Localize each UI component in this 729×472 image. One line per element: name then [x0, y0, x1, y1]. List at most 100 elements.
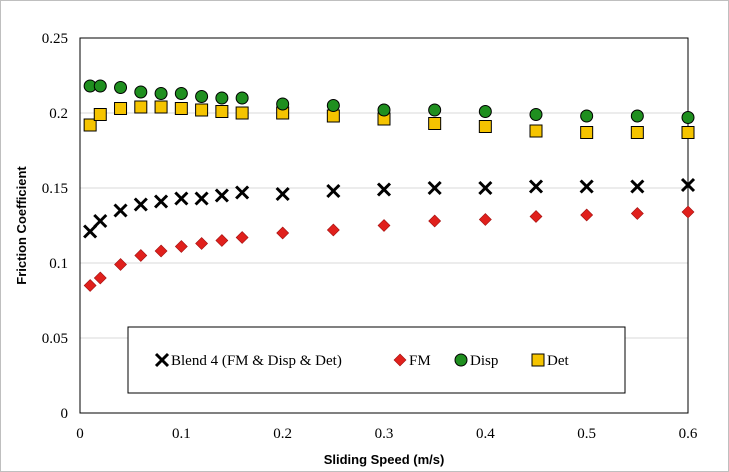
data-point [114, 102, 128, 115]
data-point-stroke-b [154, 194, 169, 209]
axes [79, 37, 689, 414]
data-point [276, 226, 290, 240]
legend: Blend 4 (FM & Disp & Det) FM Disp Det [127, 326, 626, 394]
y-tick-label: 0.05 [42, 331, 68, 347]
data-point [174, 240, 188, 253]
data-point [93, 213, 108, 229]
data-point [235, 231, 249, 244]
x-tick-label: 0.4 [476, 426, 495, 442]
data-point [326, 223, 340, 237]
data-point [235, 106, 249, 120]
data-point-stroke-b [427, 180, 442, 196]
data-point [114, 258, 127, 271]
data-point [215, 105, 229, 118]
data-point [579, 179, 594, 194]
data-point [681, 111, 695, 124]
data-point [195, 90, 209, 103]
data-point [114, 81, 128, 94]
data-point-stroke-b [326, 183, 341, 199]
y-tick-label: 0.25 [42, 31, 68, 47]
data-point [528, 179, 544, 194]
y-tick-label: 0.2 [49, 106, 68, 122]
data-point [377, 219, 391, 232]
x-tick-label: 0.1 [172, 426, 191, 442]
x-tick-label: 0 [76, 426, 84, 442]
y-tick-label: 0.1 [49, 256, 68, 272]
data-point-stroke-b [235, 185, 250, 200]
data-point-stroke-b [214, 188, 229, 203]
data-point [83, 224, 98, 239]
legend-label: FM [409, 353, 431, 369]
data-point-stroke-b [133, 197, 148, 212]
x-tick-label: 0.3 [375, 426, 394, 442]
data-point-stroke-b [83, 224, 98, 239]
data-point [174, 191, 189, 206]
data-point [428, 117, 442, 130]
data-point [235, 185, 250, 200]
data-point [478, 120, 492, 133]
data-point [478, 105, 492, 118]
data-point [235, 91, 249, 105]
data-point [680, 177, 696, 193]
x-tick-label: 0.5 [577, 426, 596, 442]
data-point-stroke-b [113, 203, 128, 218]
data-point [377, 103, 391, 117]
data-point-stroke-b [194, 191, 209, 206]
data-point [326, 183, 341, 199]
data-point [427, 180, 442, 196]
data-point [134, 249, 148, 262]
x-tick-labels: 0 0.1 0.2 0.3 0.4 0.5 0.6 [76, 426, 698, 442]
legend-label: Det [547, 353, 569, 369]
x-axis-title: Sliding Speed (m/s) [324, 452, 445, 467]
data-point [133, 197, 148, 212]
data-point-stroke-b [174, 191, 189, 206]
data-point [154, 244, 168, 258]
x-tick-label: 0.2 [273, 426, 292, 442]
data-point [83, 279, 97, 292]
data-point-stroke-b [478, 180, 493, 196]
legend-marker-stroke-b [154, 352, 170, 368]
data-point [214, 188, 229, 203]
data-point [174, 102, 188, 115]
data-point [681, 205, 695, 219]
data-point [195, 103, 209, 117]
data-point [154, 100, 168, 114]
data-point [580, 109, 594, 123]
data-point [93, 79, 107, 93]
data-point [154, 194, 169, 209]
plot-area-border [79, 37, 689, 414]
data-point [630, 179, 645, 194]
data-point [630, 126, 644, 139]
data-point [630, 207, 644, 220]
data-point [478, 180, 493, 196]
legend-marker [531, 353, 545, 367]
data-point-stroke-b [93, 213, 108, 229]
data-points [83, 79, 696, 292]
data-point [215, 234, 229, 247]
data-point-stroke-b [579, 179, 594, 194]
data-point [529, 124, 543, 138]
data-point [630, 109, 644, 123]
data-point [134, 85, 148, 99]
data-point [174, 87, 188, 100]
legend-label: Blend 4 (FM & Disp & Det) [171, 353, 342, 369]
data-point [154, 87, 168, 100]
data-point [195, 237, 209, 250]
data-point [376, 182, 392, 197]
data-point-stroke-b [528, 179, 544, 194]
data-point-stroke-b [376, 182, 392, 197]
y-tick-labels: 0 0.05 0.1 0.15 0.2 0.25 [42, 31, 68, 422]
legend-marker [154, 352, 170, 368]
x-tick-label: 0.6 [679, 426, 698, 442]
data-point-stroke-b [275, 186, 290, 202]
data-point [428, 103, 442, 117]
y-tick-label: 0.15 [42, 181, 68, 197]
data-point [580, 126, 594, 139]
data-point [326, 99, 340, 112]
data-point [478, 213, 492, 226]
legend-marker [393, 353, 407, 367]
data-point [93, 271, 107, 285]
data-point [83, 118, 97, 132]
data-point [580, 208, 594, 222]
